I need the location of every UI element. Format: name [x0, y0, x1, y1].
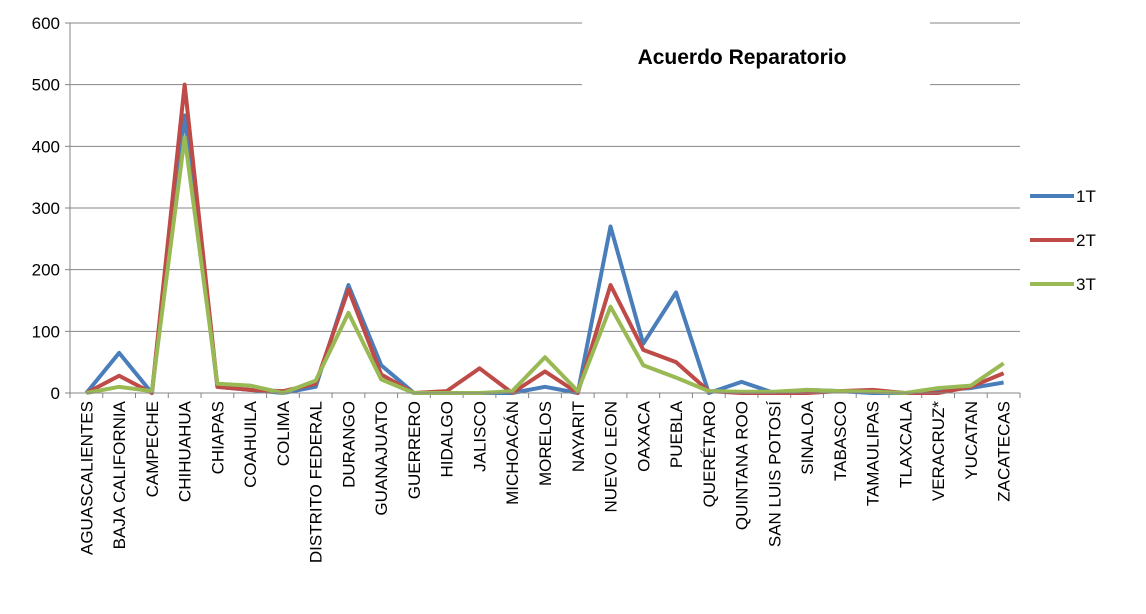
x-tick-label: TABASCO [831, 401, 850, 481]
x-tick-label: ZACATECAS [995, 401, 1014, 502]
title-box [582, 22, 930, 90]
x-tick-label: PUEBLA [667, 400, 686, 468]
x-tick-label: TLAXCALA [896, 400, 915, 488]
y-tick-label: 600 [32, 14, 60, 33]
x-tick-label: HIDALGO [438, 401, 457, 478]
x-tick-label: TAMAULIPAS [864, 401, 883, 506]
x-tick-label: CAMPECHE [143, 401, 162, 497]
chart-title: Acuerdo Reparatorio [638, 46, 847, 69]
x-tick-label: MICHOACÁN [503, 401, 522, 505]
x-tick-label: COAHUILA [241, 400, 260, 488]
x-tick-label: QUERÉTARO [700, 401, 719, 507]
x-tick-label: YUCATAN [962, 401, 981, 480]
x-tick-label: QUINTANA ROO [733, 401, 752, 530]
x-tick-label: GUANAJUATO [372, 401, 391, 516]
x-tick-label: SINALOA [798, 400, 817, 474]
x-tick-label: CHIHUAHUA [176, 400, 195, 502]
x-tick-label: CHIAPAS [208, 401, 227, 474]
series-line [85, 82, 1005, 395]
x-tick-label: COLIMA [274, 400, 293, 466]
y-tick-label: 100 [32, 322, 60, 341]
x-tick-label: GUERRERO [405, 401, 424, 499]
x-tick-label: VERACRUZ* [929, 401, 948, 502]
series-line [86, 135, 1005, 395]
y-tick-label: 300 [32, 199, 60, 218]
legend-label: 1T [1076, 187, 1096, 206]
legend-label: 3T [1076, 275, 1096, 294]
y-tick-label: 200 [32, 261, 60, 280]
legend-label: 2T [1076, 231, 1096, 250]
x-tick-label: NUEVO LEON [602, 401, 621, 512]
x-tick-label: SAN LUIS POTOSÍ [765, 401, 784, 547]
x-tick-label: DISTRITO FEDERAL [307, 401, 326, 563]
x-tick-label: BAJA CALIFORNIA [110, 400, 129, 549]
x-tick-label: JALISCO [470, 401, 489, 472]
x-tick-label: AGUASCALIENTES [77, 401, 96, 555]
y-tick-label: 0 [51, 384, 60, 403]
x-tick-label: MORELOS [536, 401, 555, 486]
y-tick-label: 500 [32, 76, 60, 95]
x-tick-label: OAXACA [634, 400, 653, 472]
y-tick-label: 400 [32, 137, 60, 156]
series-line [84, 113, 1004, 395]
x-tick-label: NAYARIT [569, 401, 588, 472]
x-tick-label: DURANGO [339, 401, 358, 488]
